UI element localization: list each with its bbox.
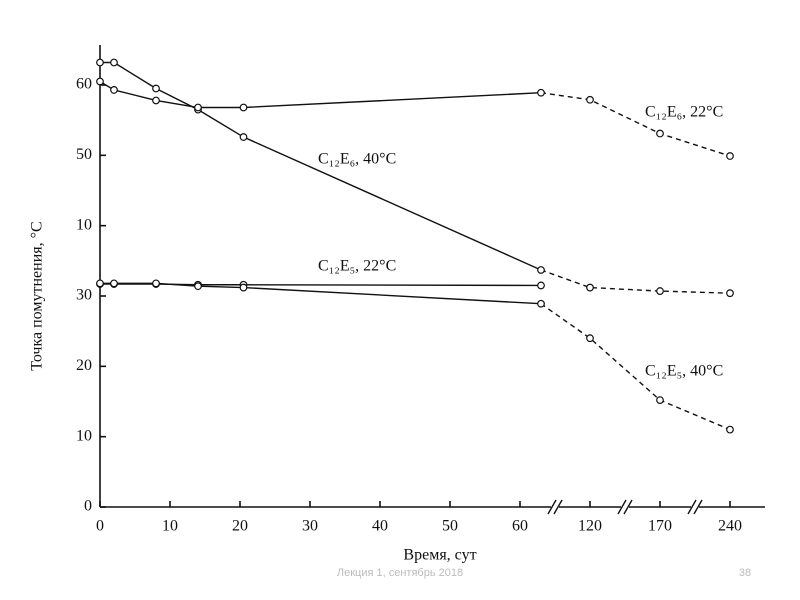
- series-line-dashed: [540, 303, 731, 431]
- data-point: [537, 281, 545, 290]
- data-point: [537, 266, 545, 274]
- x-axis-label: Время, сут: [403, 547, 476, 564]
- data-point: [586, 334, 594, 343]
- series-label: C₁₂E₆, 40°C: [318, 151, 396, 168]
- y-tick-label: 10: [76, 216, 92, 233]
- series-line: [99, 80, 542, 109]
- axis-break: [623, 499, 633, 515]
- axis-break-gap: [691, 501, 699, 513]
- x-tick-label: 240: [718, 518, 742, 535]
- data-point: [152, 96, 160, 105]
- x-tick-label: 30: [302, 518, 318, 535]
- x-tick-label: 120: [578, 518, 602, 535]
- data-point: [110, 86, 118, 94]
- data-point: [194, 103, 202, 112]
- footer: Лекция 1, сентябрь 2018: [337, 567, 463, 579]
- series-line-dashed: [540, 269, 731, 294]
- axis-break-gap: [551, 501, 559, 513]
- x-tick-label: 60: [512, 518, 528, 535]
- x-tick-label: 20: [232, 518, 248, 535]
- data-point: [152, 84, 160, 93]
- axis-break: [617, 499, 627, 515]
- data-point: [656, 129, 664, 138]
- axis-break: [693, 499, 703, 515]
- data-point: [726, 425, 734, 434]
- series-label: C₁₂E₆, 22°C: [645, 104, 723, 121]
- page-number: 38: [739, 567, 751, 579]
- x-tick-label: 50: [442, 518, 458, 535]
- axis-break: [553, 499, 563, 515]
- series-line: [100, 282, 542, 305]
- axis-break-gap: [621, 501, 629, 513]
- y-axis-label: Точка помутнения, °C: [29, 221, 46, 370]
- data-point: [239, 283, 248, 292]
- data-point: [656, 396, 664, 404]
- x-tick-label: 10: [162, 518, 178, 535]
- x-tick-label: 170: [648, 518, 672, 535]
- data-point: [726, 289, 734, 298]
- data-point: [586, 283, 594, 292]
- y-tick-label: 50: [76, 146, 92, 163]
- data-point: [110, 279, 118, 288]
- axis-break: [687, 499, 697, 515]
- data-point: [96, 279, 104, 288]
- data-point: [152, 279, 160, 288]
- data-point: [96, 77, 104, 86]
- y-tick-label: 20: [76, 357, 92, 374]
- data-point: [537, 299, 545, 308]
- series-line-dashed: [540, 92, 731, 157]
- data-point: [194, 282, 202, 291]
- y-tick-label: 0: [84, 498, 92, 515]
- data-point: [239, 133, 248, 141]
- data-point: [586, 95, 594, 104]
- series-label: C₁₂E₅, 22°C: [318, 258, 396, 275]
- series-label: C₁₂E₅, 40°C: [645, 363, 723, 380]
- x-tick-label: 40: [372, 518, 388, 535]
- axis-break: [547, 499, 557, 515]
- y-tick-label: 10: [76, 427, 92, 444]
- data-point: [537, 88, 545, 97]
- data-point: [656, 287, 664, 295]
- y-tick-label: 30: [76, 287, 92, 304]
- data-point: [239, 103, 248, 112]
- y-tick-label: 60: [76, 76, 92, 93]
- data-point: [726, 152, 734, 160]
- data-point: [110, 58, 118, 67]
- x-tick-label: 0: [96, 518, 104, 535]
- data-point: [96, 58, 104, 67]
